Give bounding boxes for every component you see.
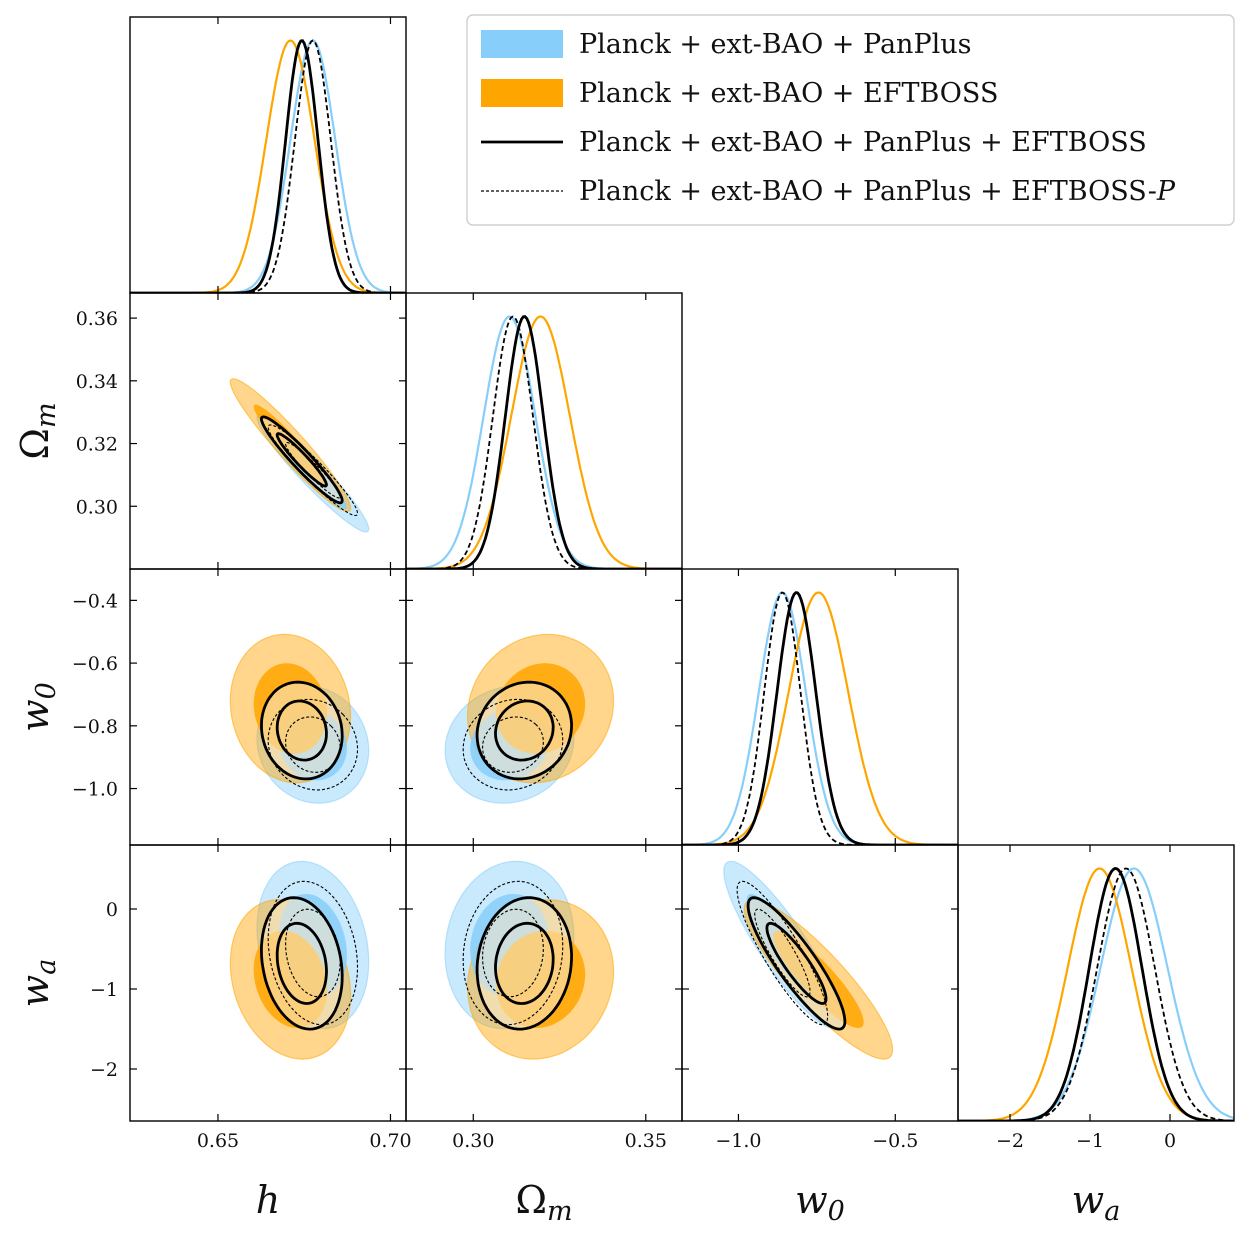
y-axis-label-w0: w0 [13, 682, 62, 732]
combined-p-contour-68 [754, 908, 811, 998]
y-tick-label-wa: −1 [90, 979, 118, 1001]
marginal-wa [958, 867, 1234, 1121]
combined-contour-68 [494, 699, 555, 762]
combined-contour-68 [765, 921, 828, 1005]
combined-contour-95 [475, 896, 574, 1031]
combined-marginal-curve [406, 315, 682, 569]
panplus-marginal-curve [682, 591, 958, 845]
eftboss-marginal-curve [130, 39, 406, 293]
panel-frames [129, 16, 1235, 1122]
panplus-legend-label: Planck + ext-BAO + PanPlus [579, 29, 972, 60]
contour-lines [130, 39, 1234, 1121]
combined-contour-95 [475, 680, 574, 781]
panel-frame-wa-wa [957, 844, 1235, 1122]
eftboss-legend-swatch [481, 79, 563, 107]
legend: Planck + ext-BAO + PanPlus Planck + ext-B… [466, 14, 1235, 226]
combined-legend-label: Planck + ext-BAO + PanPlus + EFTBOSS [579, 127, 1147, 158]
x-tick-label-w0: −0.5 [872, 1130, 918, 1152]
panel-Om-w0-lines [462, 680, 574, 791]
combined-p-contour-95 [736, 880, 829, 1026]
x-tick-label-wa: 0 [1164, 1130, 1176, 1152]
combined-p-contour-68 [482, 908, 544, 998]
panel-frame-h-h [129, 16, 407, 294]
x-tick-label-Om: 0.30 [452, 1130, 494, 1152]
panel-frame-w0-w0 [681, 568, 959, 846]
y-tick-label-w0: −0.8 [72, 716, 118, 738]
eftboss-legend-label: Planck + ext-BAO + EFTBOSS [579, 78, 998, 109]
combined-contour-68 [494, 921, 555, 1005]
legend-box [466, 14, 1235, 226]
y-tick-label-wa: −2 [90, 1059, 118, 1081]
combined-p-contour-68 [285, 442, 341, 499]
combined_p-marginal-curve [958, 867, 1234, 1121]
y-tick-label-wa: 0 [106, 899, 118, 921]
combined_p-legend-label: Planck + ext-BAO + PanPlus + EFTBOSS-P [579, 176, 1176, 207]
x-axis-label-Om: Ωm [515, 1178, 572, 1227]
tick-marks [130, 17, 1171, 1121]
x-tick-label-w0: −1.0 [715, 1130, 761, 1152]
panel-h-wa-lines [259, 880, 359, 1031]
y-tick-label-w0: −1.0 [72, 779, 118, 801]
combined-contour-95 [746, 896, 847, 1031]
panplus-legend-swatch [481, 30, 563, 58]
panel-w0-wa-lines [736, 880, 847, 1031]
y-tick-label-w0: −0.4 [72, 590, 118, 612]
x-tick-label-h: 0.70 [369, 1130, 411, 1152]
panplus-marginal-curve [406, 315, 682, 569]
eftboss-marginal-curve [958, 867, 1234, 1121]
combined-p-contour-68 [285, 908, 341, 998]
x-tick-label-wa: −2 [996, 1130, 1024, 1152]
combined-p-contour-68 [285, 716, 341, 773]
x-axis-label-w0: w0 [795, 1178, 845, 1227]
x-tick-label-wa: −1 [1076, 1130, 1104, 1152]
x-tick-label-Om: 0.35 [625, 1130, 667, 1152]
combined-p-contour-95 [267, 698, 359, 791]
panplus-marginal-curve [958, 867, 1234, 1121]
x-tick-label-h: 0.65 [197, 1130, 239, 1152]
eftboss-marginal-curve [682, 591, 958, 845]
combined-marginal-curve [682, 591, 958, 845]
combined-contour-68 [275, 432, 328, 488]
combined-p-contour-95 [462, 698, 564, 791]
combined-contour-68 [275, 921, 328, 1005]
combined-contour-68 [275, 699, 328, 762]
combined-p-contour-95 [462, 880, 564, 1026]
y-tick-label-Om: 0.34 [76, 371, 118, 393]
axis-labels: h Ωm w0 wa Ωm w0 wa [13, 402, 1120, 1227]
x-axis-label-wa: wa [1072, 1178, 1121, 1227]
y-axis-label-wa: wa [13, 959, 62, 1008]
y-axis-label-Om: Ωm [13, 402, 62, 459]
y-tick-label-Om: 0.30 [76, 496, 118, 518]
tick-labels: 0.65 0.70 0.30 0.35 −1.0 −0.5 −2 −1 0 0.30 0.32 0.3… [72, 308, 1176, 1152]
marginal-h [130, 39, 406, 293]
x-axis-label-h: h [256, 1178, 280, 1222]
combined-p-contour-95 [267, 880, 359, 1026]
panel-h-w0-lines [260, 680, 359, 791]
panel-h-Om-lines [259, 415, 359, 517]
panplus-marginal-curve [130, 39, 406, 293]
combined-marginal-curve [958, 867, 1234, 1121]
y-tick-label-w0: −0.6 [72, 653, 118, 675]
combined_p-marginal-curve [406, 315, 682, 569]
combined-p-contour-68 [482, 716, 544, 773]
eftboss-marginal-curve [406, 315, 682, 569]
y-tick-label-Om: 0.32 [76, 434, 118, 456]
combined-p-contour-95 [267, 424, 359, 517]
combined-contour-95 [259, 415, 344, 505]
marginal-w0 [682, 591, 958, 845]
y-tick-label-Om: 0.36 [76, 308, 118, 330]
panel-Om-wa-lines [462, 880, 574, 1031]
marginal-Om [406, 315, 682, 569]
